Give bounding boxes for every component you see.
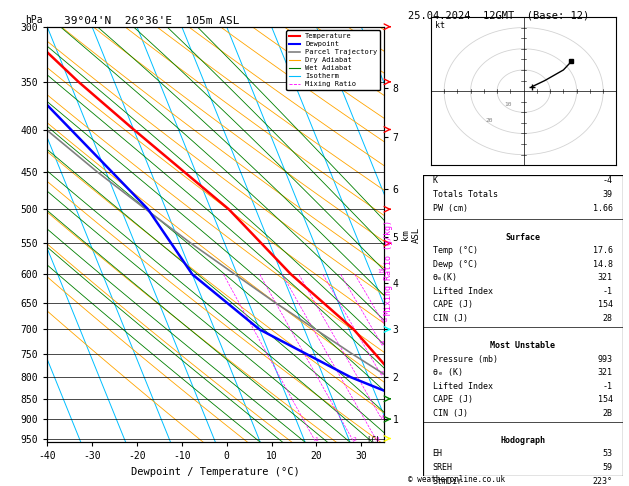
Text: Most Unstable: Most Unstable: [490, 341, 555, 350]
Text: kt: kt: [435, 21, 445, 31]
Text: Dewp (°C): Dewp (°C): [433, 260, 477, 269]
X-axis label: Dewpoint / Temperature (°C): Dewpoint / Temperature (°C): [131, 467, 300, 477]
Text: 321: 321: [598, 368, 613, 377]
Text: CIN (J): CIN (J): [433, 409, 468, 418]
Text: 154: 154: [598, 300, 613, 309]
Text: 8: 8: [381, 341, 384, 346]
Text: Mixing Ratio (g/kg): Mixing Ratio (g/kg): [384, 220, 393, 315]
Text: 10: 10: [380, 318, 387, 323]
Text: K: K: [433, 175, 438, 185]
Text: Totals Totals: Totals Totals: [433, 190, 498, 199]
Text: 6: 6: [381, 371, 384, 376]
Text: 25.04.2024  12GMT  (Base: 12): 25.04.2024 12GMT (Base: 12): [408, 11, 589, 21]
Text: Hodograph: Hodograph: [500, 436, 545, 445]
Text: Temp (°C): Temp (°C): [433, 246, 477, 255]
Text: CIN (J): CIN (J): [433, 314, 468, 323]
Text: 39: 39: [603, 190, 613, 199]
Text: 3: 3: [376, 437, 379, 442]
Text: 28: 28: [603, 314, 613, 323]
Text: 223°: 223°: [593, 477, 613, 486]
Text: 1.66: 1.66: [593, 205, 613, 213]
Text: 15: 15: [377, 269, 385, 275]
Text: 993: 993: [598, 355, 613, 364]
Text: 10: 10: [504, 103, 512, 107]
Text: hPa: hPa: [25, 15, 43, 25]
Text: Lifted Index: Lifted Index: [433, 382, 493, 391]
Legend: Temperature, Dewpoint, Parcel Trajectory, Dry Adiabat, Wet Adiabat, Isotherm, Mi: Temperature, Dewpoint, Parcel Trajectory…: [286, 30, 380, 90]
Text: 2: 2: [352, 437, 356, 442]
Text: 14.8: 14.8: [593, 260, 613, 269]
Text: 59: 59: [603, 463, 613, 472]
Text: 2B: 2B: [603, 409, 613, 418]
Text: EH: EH: [433, 450, 443, 458]
Text: LCL: LCL: [367, 436, 381, 445]
Text: 1: 1: [314, 437, 318, 442]
Text: 17.6: 17.6: [593, 246, 613, 255]
Text: 39°04'N  26°36'E  105m ASL: 39°04'N 26°36'E 105m ASL: [64, 16, 240, 26]
Text: © weatheronline.co.uk: © weatheronline.co.uk: [408, 474, 504, 484]
Text: -1: -1: [603, 287, 613, 296]
Text: -1: -1: [603, 382, 613, 391]
Text: Surface: Surface: [505, 232, 540, 242]
Text: CAPE (J): CAPE (J): [433, 300, 472, 309]
Text: StmDir: StmDir: [433, 477, 463, 486]
Text: θₑ(K): θₑ(K): [433, 273, 458, 282]
Text: 154: 154: [598, 395, 613, 404]
Text: 321: 321: [598, 273, 613, 282]
Text: 20: 20: [486, 118, 493, 122]
Text: Lifted Index: Lifted Index: [433, 287, 493, 296]
Text: 4: 4: [380, 415, 384, 420]
Text: SREH: SREH: [433, 463, 453, 472]
Y-axis label: km
ASL: km ASL: [401, 226, 421, 243]
Text: 53: 53: [603, 450, 613, 458]
Text: Pressure (mb): Pressure (mb): [433, 355, 498, 364]
Text: -4: -4: [603, 175, 613, 185]
Text: PW (cm): PW (cm): [433, 205, 468, 213]
Text: θₑ (K): θₑ (K): [433, 368, 463, 377]
Text: CAPE (J): CAPE (J): [433, 395, 472, 404]
